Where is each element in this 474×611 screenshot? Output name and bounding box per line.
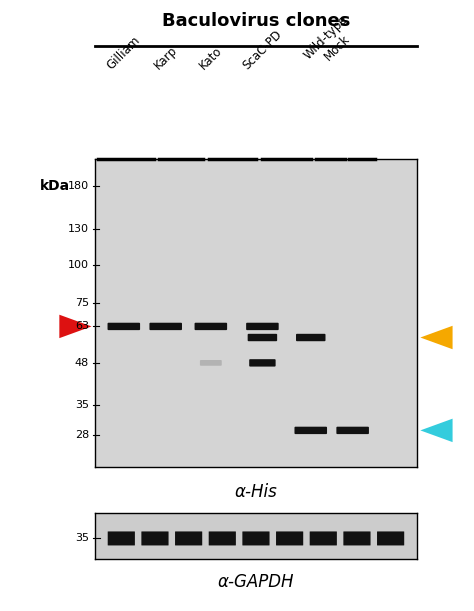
FancyBboxPatch shape <box>246 323 279 330</box>
FancyBboxPatch shape <box>249 359 275 367</box>
Text: α-His: α-His <box>235 483 277 501</box>
FancyBboxPatch shape <box>343 532 371 546</box>
FancyBboxPatch shape <box>175 532 202 546</box>
FancyBboxPatch shape <box>294 426 327 434</box>
Text: 180: 180 <box>68 181 89 191</box>
Text: 130: 130 <box>68 224 89 235</box>
Text: Gilliam: Gilliam <box>105 34 143 73</box>
Text: Baculovirus clones: Baculovirus clones <box>162 12 350 31</box>
FancyBboxPatch shape <box>194 323 227 330</box>
FancyBboxPatch shape <box>149 323 182 330</box>
Text: Wild-type
Mock: Wild-type Mock <box>302 13 362 73</box>
Polygon shape <box>420 326 453 349</box>
Text: 75: 75 <box>75 298 89 308</box>
Polygon shape <box>420 419 453 442</box>
Text: 35: 35 <box>75 400 89 410</box>
Text: α-GAPDH: α-GAPDH <box>218 573 294 591</box>
FancyBboxPatch shape <box>108 532 135 546</box>
Text: 48: 48 <box>75 358 89 368</box>
Text: kDa: kDa <box>39 179 70 192</box>
Polygon shape <box>59 315 91 338</box>
FancyBboxPatch shape <box>377 532 404 546</box>
FancyBboxPatch shape <box>296 334 326 341</box>
Text: 35: 35 <box>75 533 89 543</box>
FancyBboxPatch shape <box>141 532 169 546</box>
Text: 28: 28 <box>75 430 89 440</box>
Text: ScaC-PD: ScaC-PD <box>240 28 284 73</box>
Text: 100: 100 <box>68 260 89 269</box>
FancyBboxPatch shape <box>200 360 222 366</box>
FancyBboxPatch shape <box>276 532 303 546</box>
FancyBboxPatch shape <box>209 532 236 546</box>
FancyBboxPatch shape <box>108 323 140 330</box>
Text: Karp: Karp <box>152 44 180 73</box>
FancyBboxPatch shape <box>310 532 337 546</box>
Text: Kato: Kato <box>197 45 225 73</box>
FancyBboxPatch shape <box>247 334 277 341</box>
FancyBboxPatch shape <box>242 532 270 546</box>
FancyBboxPatch shape <box>337 426 369 434</box>
Text: 63: 63 <box>75 321 89 331</box>
